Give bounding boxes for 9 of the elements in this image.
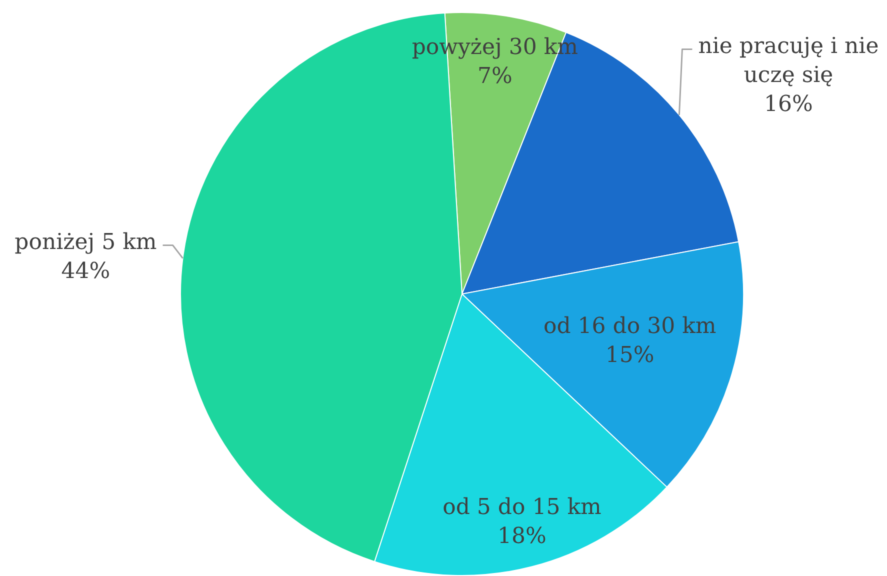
data-label: 7% [477,64,512,89]
slice-label: od 16 do 30 km [543,314,716,340]
data-label: 44% [61,258,110,284]
data-label: 16% [764,92,813,117]
slice-label: od 5 do 15 km [442,494,602,520]
slice-label: nie pracuję i nie uczę się [698,34,879,88]
data-label: 18% [498,524,546,549]
slice-label: poniżej 5 km [14,230,157,255]
data-label: 15% [605,343,654,368]
